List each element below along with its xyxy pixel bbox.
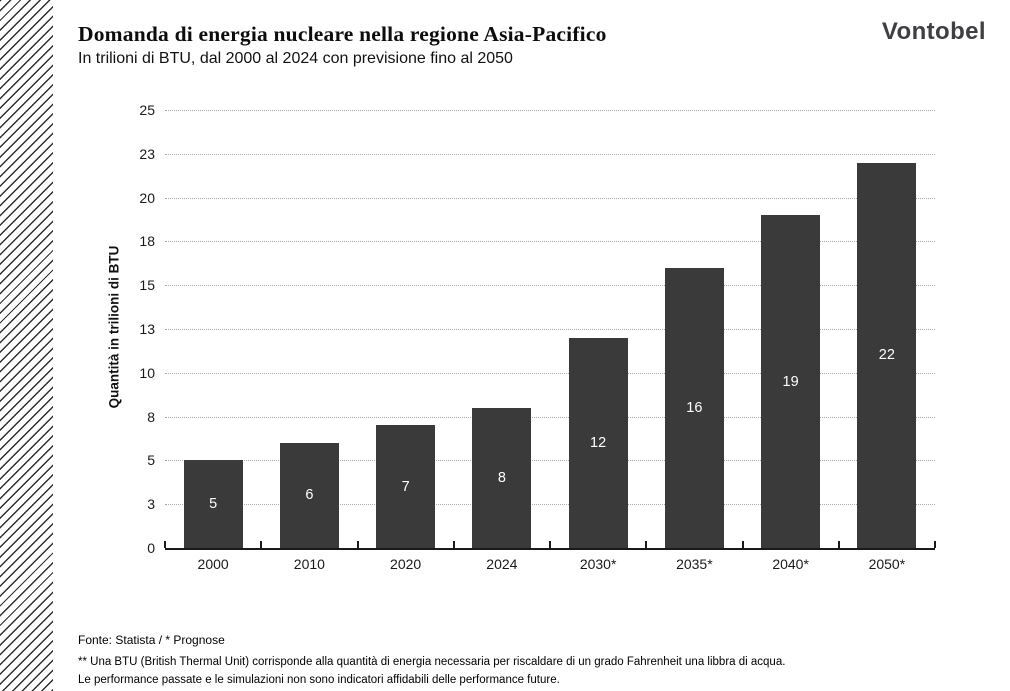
y-tick-label-8: 8 [147, 408, 155, 425]
gridline-25 [165, 110, 935, 111]
chart-title: Domanda di energia nucleare nella region… [78, 22, 607, 46]
bar-2050*: 22 [857, 162, 917, 548]
x-axis-boundary-tick [260, 541, 263, 548]
x-axis-boundary-tick [741, 541, 744, 548]
bar-value-label-2035*: 16 [686, 399, 703, 416]
bar-value-label-2024: 8 [497, 469, 506, 486]
bar-slot-2020: 7 [358, 110, 454, 548]
bar-slot-2024: 8 [454, 110, 550, 548]
bar-2000: 5 [183, 460, 243, 548]
bar-slot-2030*: 12 [550, 110, 646, 548]
gridline-20 [165, 197, 935, 199]
gridline-23 [165, 153, 935, 155]
x-tick-label-2035*: 2035* [676, 556, 713, 572]
x-axis-boundary-tick [164, 541, 166, 548]
y-tick-label-10: 10 [139, 364, 155, 381]
btu-definition-note: ** Una BTU (British Thermal Unit) corris… [78, 656, 786, 668]
gridline-8 [165, 416, 935, 418]
bar-2020: 7 [376, 425, 436, 548]
y-tick-label-20: 20 [139, 189, 155, 206]
x-axis-boundary-tick [837, 541, 840, 548]
gridline-3 [165, 504, 935, 506]
x-axis-boundary-tick [452, 541, 455, 548]
x-tick-label-2030*: 2030* [579, 556, 617, 572]
y-tick-label-18: 18 [139, 233, 155, 250]
bar-value-label-2000: 5 [209, 496, 218, 513]
y-tick-label-13: 13 [139, 321, 155, 337]
bar-2040*: 19 [761, 215, 821, 548]
x-axis-boundary-tick [645, 541, 648, 548]
x-tick-label-2040*: 2040* [772, 556, 809, 572]
bar-slot-2010: 6 [261, 110, 357, 548]
chart-subtitle: In trilioni di BTU, dal 2000 al 2024 con… [78, 50, 513, 67]
x-tick-label-2000: 2000 [197, 556, 229, 572]
gridline-10 [165, 372, 935, 374]
x-tick-label-2050*: 2050* [868, 556, 906, 572]
x-axis-boundary-tick [549, 541, 551, 548]
x-axis-boundary-tick [356, 541, 359, 548]
bar-2010: 6 [279, 442, 339, 548]
gridline-5 [165, 460, 935, 462]
y-tick-label-5: 5 [147, 452, 155, 469]
bar-value-label-2010: 6 [305, 487, 314, 504]
y-tick-label-3: 3 [147, 496, 155, 513]
y-tick-label-25: 25 [139, 102, 155, 118]
bar-value-label-2020: 7 [401, 478, 410, 495]
x-axis-tick-labels: 2000 2010 2020 2024 2030* 2035* 2040* 2050* [165, 556, 935, 572]
gridline-13 [165, 329, 935, 330]
x-tick-label-2020: 2020 [390, 556, 422, 572]
bar-value-label-2050*: 22 [878, 347, 895, 364]
x-tick-label-2010: 2010 [293, 556, 325, 572]
bars-container: 5 6 7 8 12 16 19 22 [165, 110, 935, 548]
bar-2030*: 12 [568, 337, 628, 548]
bar-value-label-2030*: 12 [590, 434, 607, 451]
decorative-stripe-band [0, 0, 53, 691]
bar-slot-2000: 5 [165, 110, 261, 548]
x-tick-label-2024: 2024 [486, 556, 518, 572]
bar-value-label-2040*: 19 [782, 373, 799, 390]
vontobel-logo: Vontobel [881, 18, 986, 45]
source-note: Fonte: Statista / * Prognose [78, 633, 225, 647]
bar-slot-2035*: 16 [646, 110, 742, 548]
bar-2024: 8 [472, 407, 532, 548]
bar-2035*: 16 [664, 267, 724, 548]
x-axis-boundary-tick [934, 541, 936, 548]
plot-area: 5 6 7 8 12 16 19 22 [164, 110, 936, 550]
bar-slot-2040*: 19 [743, 110, 839, 548]
y-axis-tick-labels: 0 3 5 8 10 13 15 18 20 23 25 [0, 102, 155, 556]
disclaimer-note: Le performance passate e le simulazioni … [78, 674, 560, 686]
gridline-18 [165, 241, 935, 243]
y-tick-label-15: 15 [139, 277, 155, 294]
bar-slot-2050*: 22 [839, 110, 935, 548]
y-tick-label-0: 0 [147, 540, 155, 556]
y-tick-label-23: 23 [139, 145, 155, 162]
gridline-15 [165, 285, 935, 287]
